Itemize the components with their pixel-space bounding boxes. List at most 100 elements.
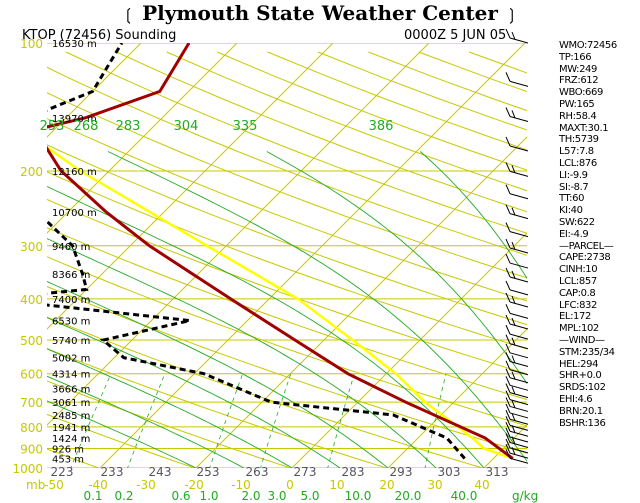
- indices-panel: WMO:72456 TP:166 MW:249 FRZ:612 WBO:669 PW:16…: [559, 40, 640, 429]
- temperature-tick-label: -40: [88, 478, 108, 492]
- theta-bottom-label: 233: [101, 465, 124, 479]
- wind-barb-icon: [509, 352, 529, 359]
- moist-adiabat-line: [47, 281, 389, 468]
- theta-top-label: 304: [174, 119, 199, 134]
- wind-barb-icon: [509, 323, 529, 330]
- wind-barb-icon: [505, 204, 511, 214]
- wind-barb-icon: [509, 452, 529, 459]
- wind-barb-icon: [505, 334, 511, 344]
- isotherm-line: [47, 43, 430, 426]
- pressure-tick-label: 700: [20, 396, 43, 410]
- wind-barb-icon: [509, 384, 529, 391]
- wind-barb-icon: [509, 80, 529, 87]
- wind-barb-icon: [505, 449, 511, 459]
- temperature-tick-label: 30: [427, 478, 442, 492]
- index-item: TH:5739: [559, 134, 599, 146]
- isotherm-line: [47, 43, 334, 330]
- isotherm-line: [47, 43, 238, 234]
- index-item: MAXT:30.1: [559, 122, 609, 134]
- temperature-tick-label: -20: [184, 478, 204, 492]
- wind-barb-icon: [505, 28, 511, 39]
- pressure-tick-label: 1000: [12, 462, 43, 476]
- wind-barb-icon: [505, 403, 511, 414]
- pressure-tick-label: 100: [20, 37, 43, 51]
- isotherm-line: [195, 136, 527, 468]
- index-item: EL:172: [559, 311, 591, 323]
- theta-top-label: 268: [74, 119, 99, 134]
- wind-barb-icon: [505, 422, 511, 432]
- dry-adiabat-line: [47, 92, 527, 279]
- wind-barb-icon: [505, 238, 511, 249]
- index-item: CINH:10: [559, 264, 598, 276]
- temperature-line: [47, 43, 514, 460]
- moist-adiabat-line: [107, 151, 527, 462]
- theta-bottom-label: 263: [246, 465, 269, 479]
- index-item: PW:165: [559, 98, 595, 110]
- isotherm-line: [291, 232, 527, 468]
- wind-barb-icon: [509, 399, 529, 406]
- mixing-ratio-line: [528, 374, 544, 477]
- wind-barb-icon: [509, 231, 529, 238]
- isotherm-line: [387, 328, 527, 468]
- moist-adiabat-line: [47, 400, 197, 468]
- index-item: SHR+0.0: [559, 370, 602, 382]
- wind-barb-icon: [509, 457, 529, 464]
- wind-barb-icon: [505, 397, 511, 407]
- wind-barb-icon: [509, 170, 529, 177]
- height-label: 453 m: [52, 455, 84, 466]
- index-item: TT:60: [559, 193, 585, 205]
- wind-barb-icon: [505, 136, 511, 147]
- height-label: 6530 m: [52, 317, 90, 328]
- wind-barb-icon: [509, 213, 529, 220]
- theta-top-label: 335: [233, 119, 258, 134]
- index-item: CAPE:2738: [559, 252, 611, 264]
- page-title: ❲ Plymouth State Weather Center ❳: [0, 0, 640, 28]
- pressure-tick-label: 800: [20, 421, 43, 435]
- wind-barb-icon: [509, 369, 529, 376]
- flag-right-icon: ❳: [504, 5, 519, 24]
- wind-barb-icon: [509, 412, 529, 419]
- mixing-ratio-line: [127, 373, 166, 468]
- mixing-ratio-line: [424, 373, 447, 468]
- index-item: SW:622: [559, 216, 595, 228]
- wind-barb-icon: [505, 184, 511, 194]
- dry-adiabat-line: [47, 171, 527, 350]
- wind-barb-icon: [505, 253, 511, 264]
- dry-adiabat-line: [0, 52, 26, 477]
- height-label: 16530 m: [52, 39, 97, 50]
- pressure-tick-label: 600: [20, 368, 43, 382]
- height-label: 926 m: [52, 445, 84, 456]
- temperature-tick-label: 40: [474, 478, 489, 492]
- height-label: 13970 m: [52, 114, 97, 125]
- dry-adiabat-line: [65, 51, 527, 234]
- mixing-ratio-tick-label: 2.0: [241, 489, 260, 503]
- wind-barb-icon: [505, 107, 511, 117]
- index-item: WMO:72456: [559, 40, 617, 51]
- wind-barb-icon: [511, 425, 516, 433]
- index-item: —WIND—: [559, 334, 605, 346]
- temperature-tick-label: -50: [44, 478, 64, 492]
- theta-bottom-label: 253: [197, 465, 220, 479]
- wind-barb-icon: [505, 427, 511, 438]
- mixing-ratio-tick-label: 5.0: [300, 489, 319, 503]
- theta-bottom-label: 283: [342, 465, 365, 479]
- mixing-ratio-tick-label: 20.0: [395, 489, 422, 503]
- pressure-tick-label: 900: [20, 443, 43, 457]
- wind-barb-icon: [511, 165, 516, 174]
- mixing-ratio-line: [0, 374, 4, 477]
- index-item: FRZ:612: [559, 75, 599, 87]
- moist-adiabat-line: [47, 185, 485, 468]
- wind-barb-icon: [505, 314, 511, 325]
- wind-barb-icon: [511, 31, 516, 40]
- wind-barb-icon: [509, 37, 529, 44]
- index-item: TP:166: [559, 51, 592, 63]
- moist-adiabat-line: [47, 317, 341, 468]
- height-label: 5002 m: [52, 354, 90, 365]
- index-item: RH:58.4: [559, 110, 597, 122]
- height-label: 9460 m: [52, 242, 90, 253]
- wind-barb-icon: [511, 386, 516, 395]
- wind-barb-icon: [509, 276, 529, 283]
- wind-barb-icon: [509, 405, 529, 412]
- theta-bottom-label: 293: [390, 465, 413, 479]
- mixing-ratio-tick-label: 10.0: [345, 489, 372, 503]
